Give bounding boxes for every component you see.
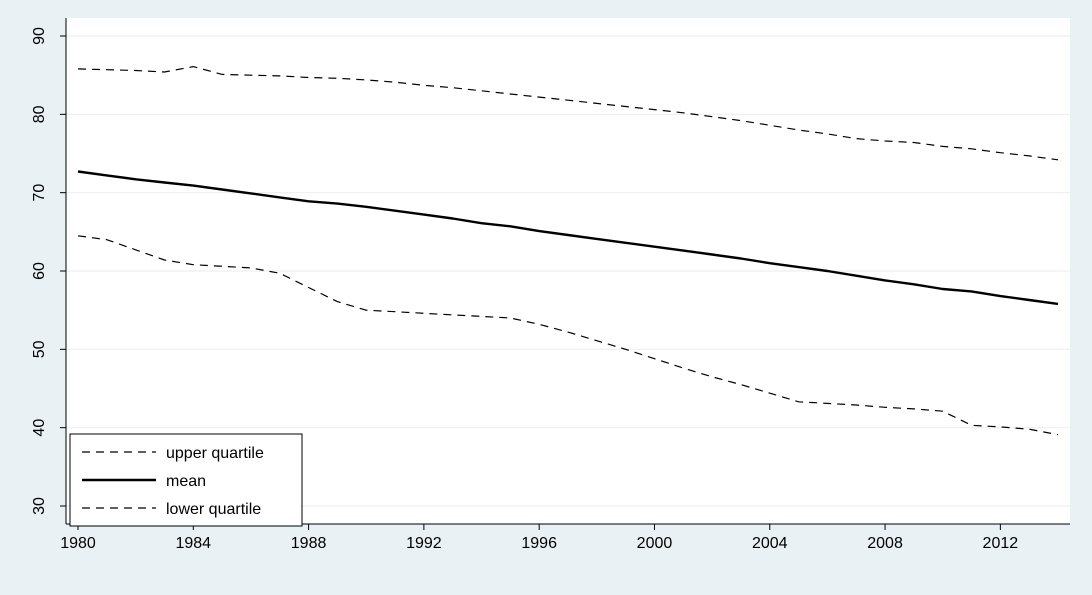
y-tick-label: 60	[31, 262, 48, 280]
y-tick-label: 40	[31, 419, 48, 437]
y-tick-label: 70	[31, 184, 48, 202]
x-tick-label: 1984	[175, 535, 211, 552]
legend-label-upper-quartile: upper quartile	[166, 445, 264, 462]
series-line-upper-quartile	[77, 65, 1059, 161]
legend-label-mean: mean	[166, 473, 206, 490]
series-line-mean	[77, 170, 1059, 306]
x-tick-label: 2012	[983, 535, 1019, 552]
series-layer	[77, 65, 1059, 436]
x-tick-label: 1980	[60, 535, 96, 552]
x-tick-label: 1988	[291, 535, 327, 552]
legend-label-lower-quartile: lower quartile	[166, 501, 261, 518]
x-tick-label: 2000	[637, 535, 673, 552]
series-line-lower-quartile	[77, 235, 1059, 436]
legend: upper quartile mean lower quartile	[69, 433, 303, 527]
y-tick-label: 30	[31, 497, 48, 515]
axis-layer: 30 40 50 60 70 80 90 1980 1984 1988 1992 1996 2000 20…	[31, 18, 1070, 552]
x-tick-label: 1992	[406, 535, 442, 552]
y-tick-label: 50	[31, 340, 48, 358]
x-tick-label: 2008	[867, 535, 903, 552]
y-tick-label: 80	[31, 105, 48, 123]
x-tick-label: 1996	[521, 535, 557, 552]
y-tick-label: 90	[31, 27, 48, 45]
x-tick-label: 2004	[752, 535, 788, 552]
